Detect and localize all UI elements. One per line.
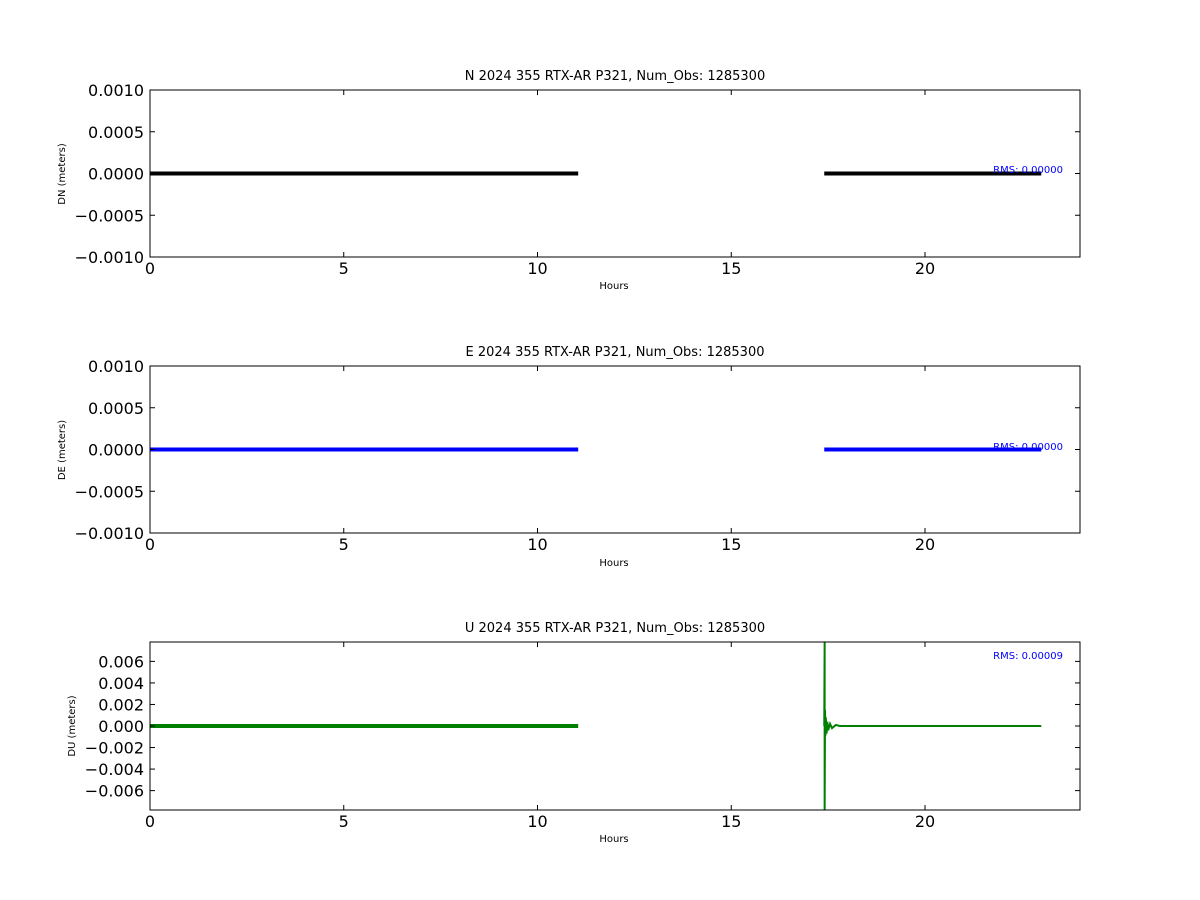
panel-east-ytick-label: 0.0005 [88, 399, 144, 418]
panel-north-ylabel: DN (meters) [57, 143, 68, 205]
panel-up-ytick-label: −0.004 [85, 760, 144, 779]
panel-north-ytick-label: 0.0000 [88, 165, 144, 184]
panel-north-xlabel: Hours [599, 281, 628, 292]
panel-north: N 2024 355 RTX-AR P321, Num_Obs: 1285300… [57, 69, 1081, 292]
panel-up: U 2024 355 RTX-AR P321, Num_Obs: 1285300… [67, 621, 1081, 845]
panel-up-xtick-label: 5 [339, 812, 349, 831]
panel-north-title: N 2024 355 RTX-AR P321, Num_Obs: 1285300 [465, 69, 765, 84]
panel-up-rms-annotation: RMS: 0.00009 [993, 651, 1063, 662]
panel-north-ytick-label: −0.0005 [75, 206, 144, 225]
panel-east-xtick-label: 5 [339, 535, 349, 554]
panel-north-xtick-label: 10 [527, 259, 547, 278]
panel-up-ytick-label: 0.002 [98, 695, 144, 714]
panel-north-ytick-label: −0.0010 [75, 248, 144, 267]
panel-east: E 2024 355 RTX-AR P321, Num_Obs: 1285300… [57, 345, 1081, 569]
panel-north-xtick-label: 15 [721, 259, 741, 278]
panel-up-xtick-label: 20 [915, 812, 935, 831]
panel-north-ytick-label: 0.0005 [88, 123, 144, 142]
panel-up-ylabel: DU (meters) [67, 695, 78, 756]
panel-up-ytick-label: 0.000 [98, 717, 144, 736]
panel-up-ytick-label: 0.006 [98, 652, 144, 671]
panel-up-series-line-segment-2 [823, 642, 1042, 810]
panel-up-xtick-label: 15 [721, 812, 741, 831]
panel-east-ytick-label: −0.0010 [75, 524, 144, 543]
panel-north-xtick-label: 5 [339, 259, 349, 278]
panel-north-xtick-label: 0 [145, 259, 155, 278]
panel-east-ytick-label: 0.0010 [88, 357, 144, 376]
panel-east-ylabel: DE (meters) [57, 420, 68, 480]
panel-up-xtick-label: 0 [145, 812, 155, 831]
panel-up-xlabel: Hours [599, 834, 628, 845]
panel-up-xtick-label: 10 [527, 812, 547, 831]
panel-east-xtick-label: 0 [145, 535, 155, 554]
panel-up-title: U 2024 355 RTX-AR P321, Num_Obs: 1285300 [465, 621, 765, 636]
panel-up-ytick-label: 0.004 [98, 674, 144, 693]
panel-north-rms-annotation: RMS: 0.00000 [993, 165, 1063, 176]
panel-east-xtick-label: 10 [527, 535, 547, 554]
panel-north-ytick-label: 0.0010 [88, 81, 144, 100]
panel-east-ytick-label: 0.0000 [88, 441, 144, 460]
panel-east-rms-annotation: RMS: 0.00000 [993, 442, 1063, 453]
panel-east-xlabel: Hours [599, 558, 628, 569]
panel-east-ytick-label: −0.0005 [75, 482, 144, 501]
panel-up-ytick-label: −0.006 [85, 782, 144, 801]
panel-east-title: E 2024 355 RTX-AR P321, Num_Obs: 1285300 [466, 345, 765, 360]
panel-east-xtick-label: 20 [915, 535, 935, 554]
panel-up-ytick-label: −0.002 [85, 739, 144, 758]
panel-north-xtick-label: 20 [915, 259, 935, 278]
panel-east-xtick-label: 15 [721, 535, 741, 554]
